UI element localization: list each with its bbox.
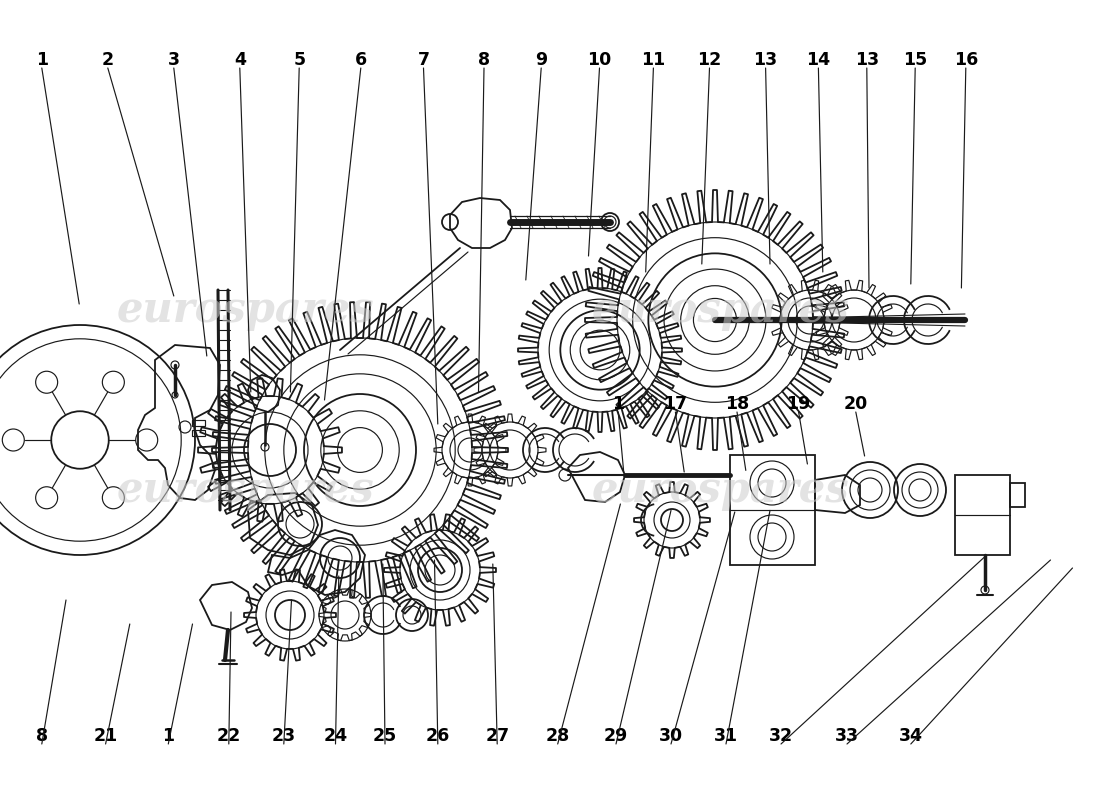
Text: eurospares: eurospares: [591, 289, 849, 331]
Text: 28: 28: [546, 727, 570, 745]
Text: eurospares: eurospares: [117, 469, 374, 511]
Text: 13: 13: [855, 51, 879, 69]
Text: 25: 25: [373, 727, 397, 745]
Text: 20: 20: [844, 395, 868, 413]
Text: 11: 11: [641, 51, 666, 69]
Text: 3: 3: [168, 51, 179, 69]
Text: 9: 9: [535, 51, 548, 69]
Text: 30: 30: [659, 727, 683, 745]
Text: 16: 16: [954, 51, 978, 69]
Text: 21: 21: [94, 727, 118, 745]
Text: 33: 33: [835, 727, 859, 745]
Text: 5: 5: [293, 51, 306, 69]
Text: 19: 19: [786, 395, 811, 413]
Text: 34: 34: [899, 727, 923, 745]
Text: 29: 29: [604, 727, 628, 745]
Text: 1: 1: [612, 395, 625, 413]
Text: 26: 26: [426, 727, 450, 745]
Text: 15: 15: [903, 51, 927, 69]
Text: 12: 12: [697, 51, 722, 69]
Text: 32: 32: [769, 727, 793, 745]
Text: 6: 6: [354, 51, 367, 69]
Text: 14: 14: [806, 51, 830, 69]
Text: 31: 31: [714, 727, 738, 745]
Text: 18: 18: [725, 395, 749, 413]
Text: 8: 8: [477, 51, 491, 69]
Text: eurospares: eurospares: [117, 289, 374, 331]
Text: 23: 23: [272, 727, 296, 745]
Text: 17: 17: [663, 395, 688, 413]
Text: 7: 7: [418, 51, 429, 69]
Text: eurospares: eurospares: [591, 469, 849, 511]
Text: 13: 13: [754, 51, 778, 69]
Text: 22: 22: [217, 727, 241, 745]
Text: 2: 2: [101, 51, 114, 69]
Text: 24: 24: [323, 727, 348, 745]
Text: 10: 10: [587, 51, 612, 69]
Text: 4: 4: [234, 51, 245, 69]
Text: 1: 1: [35, 51, 48, 69]
Text: 27: 27: [485, 727, 509, 745]
Text: 8: 8: [35, 727, 48, 745]
Text: 1: 1: [162, 727, 175, 745]
